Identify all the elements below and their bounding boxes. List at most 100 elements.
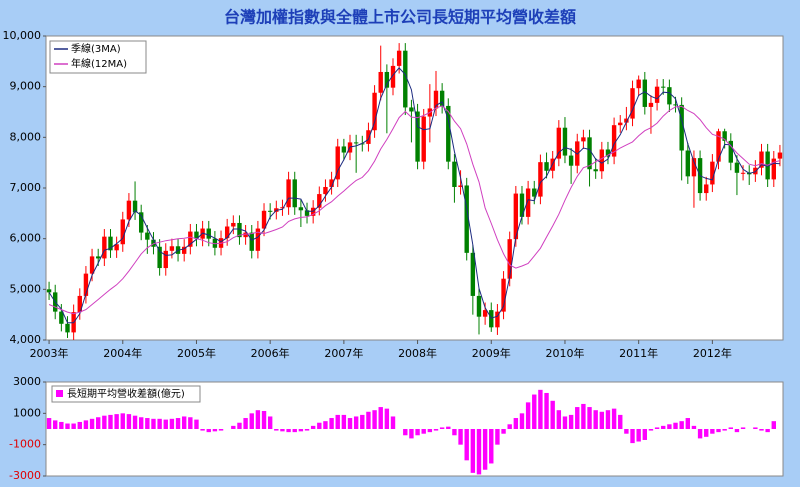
bar	[175, 418, 181, 429]
candle-body	[446, 105, 451, 162]
candle-body	[532, 188, 537, 197]
y-tick-label: 8,000	[10, 130, 42, 143]
bar	[519, 413, 525, 429]
bar	[298, 429, 304, 432]
bar	[89, 418, 95, 429]
x-tick-label: 2006年	[251, 346, 290, 360]
bar	[704, 429, 709, 437]
candle-body	[102, 236, 107, 259]
candle-body	[740, 172, 746, 174]
candle-body	[470, 252, 476, 296]
bar	[470, 429, 476, 473]
candle-body	[624, 118, 629, 123]
bar	[525, 402, 531, 429]
ma-line	[48, 105, 781, 315]
candle-body	[433, 90, 439, 109]
candle-body	[562, 127, 568, 156]
bar	[667, 424, 672, 429]
bar	[568, 414, 574, 429]
bar	[353, 416, 359, 429]
candle-body	[353, 142, 359, 144]
bar	[218, 429, 224, 431]
candle-body	[384, 71, 390, 88]
bar	[83, 420, 89, 429]
candle-body	[298, 207, 304, 211]
candle-body	[716, 131, 721, 162]
bar	[317, 422, 322, 429]
bar	[458, 429, 463, 445]
candle-body	[329, 179, 334, 187]
candle-body	[495, 311, 500, 328]
bar	[482, 429, 488, 470]
candle-body	[310, 207, 316, 216]
bar	[507, 424, 512, 429]
candle-body	[132, 200, 138, 213]
candle-body	[46, 289, 52, 293]
bar	[145, 418, 150, 429]
y-tick-label: -1000	[9, 438, 41, 451]
candle-body	[421, 116, 426, 162]
candle-body	[704, 184, 709, 194]
x-tick-label: 2007年	[324, 346, 363, 360]
x-tick-label: 2005年	[177, 346, 216, 360]
bar	[151, 418, 156, 429]
bar	[132, 415, 138, 429]
bar	[618, 414, 623, 429]
bar	[759, 429, 764, 431]
bar	[679, 421, 684, 429]
candle-body	[501, 278, 506, 312]
x-tick-label: 2011年	[619, 346, 658, 360]
bar	[114, 414, 119, 429]
bar	[538, 389, 543, 429]
bar	[181, 416, 187, 429]
bar	[765, 429, 770, 433]
y-tick-label: 4,000	[10, 333, 42, 346]
candle-body	[206, 228, 211, 239]
candle-body	[673, 104, 678, 106]
candle-body	[169, 246, 175, 251]
bar	[433, 429, 439, 431]
candle-body	[661, 86, 666, 88]
x-tick-label: 2008年	[398, 346, 437, 360]
candle-body	[734, 162, 740, 173]
candle-body	[630, 88, 635, 119]
bar	[636, 429, 641, 442]
bar	[710, 429, 715, 434]
candle-body	[568, 155, 574, 166]
candle-body	[157, 246, 162, 269]
candle-body	[667, 87, 672, 105]
candle-body	[96, 256, 101, 259]
bar	[403, 429, 408, 436]
bar	[286, 429, 291, 433]
bar	[323, 421, 328, 429]
candle-body	[691, 158, 697, 177]
candle-body	[452, 161, 457, 187]
bar	[550, 400, 555, 429]
bar	[77, 421, 82, 429]
candle-body	[611, 125, 617, 157]
candle-body	[396, 50, 402, 66]
bar	[654, 427, 660, 429]
bar	[169, 418, 175, 429]
candle-body	[341, 146, 347, 153]
candle-body	[759, 151, 764, 168]
candle-body	[378, 71, 383, 93]
bar	[378, 407, 383, 429]
bar	[206, 429, 211, 433]
bar	[108, 414, 113, 429]
bar	[280, 429, 285, 432]
bar	[513, 418, 519, 429]
candle-body	[599, 149, 605, 172]
bar	[728, 427, 733, 429]
candle-body	[249, 232, 254, 251]
candle-body	[292, 179, 297, 208]
x-tick-label: 2003年	[30, 346, 69, 360]
bar	[415, 429, 420, 436]
candle-body	[618, 122, 623, 126]
bar	[697, 429, 703, 439]
x-tick-label: 2004年	[103, 346, 142, 360]
bar	[347, 418, 353, 429]
bar	[46, 418, 52, 429]
candle-body	[138, 212, 144, 233]
candle-body	[777, 152, 783, 159]
